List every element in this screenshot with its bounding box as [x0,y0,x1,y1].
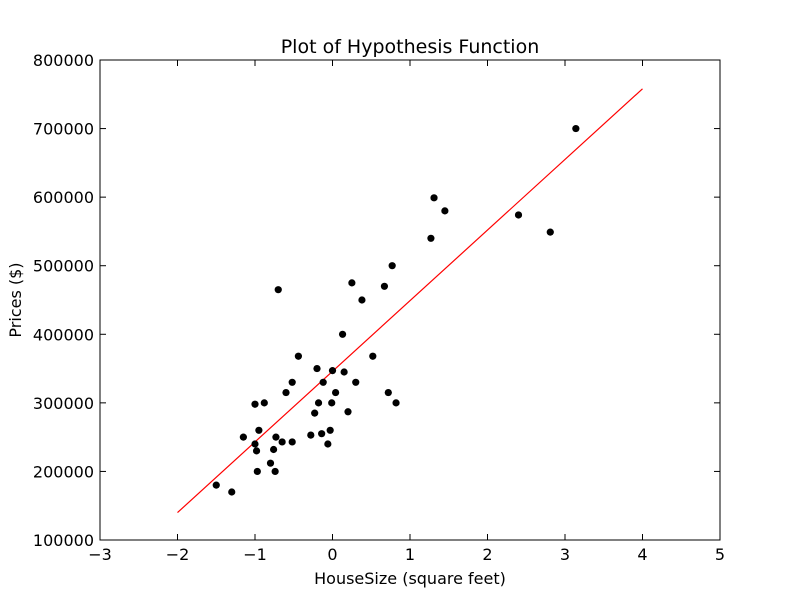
x-tick-label: 3 [560,545,570,564]
plot-area [177,88,643,514]
data-point-2 [239,433,247,441]
data-point-13 [274,286,282,294]
data-point-43 [441,207,449,215]
data-point-24 [319,378,327,386]
data-point-10 [270,445,278,454]
data-point-14 [278,438,286,446]
data-point-19 [307,431,315,439]
data-point-35 [358,296,366,304]
data-point-31 [340,368,348,376]
data-point-37 [380,282,389,290]
y-tick-label: 600000 [33,188,94,207]
data-point-41 [427,234,435,242]
axes-frame [99,59,721,541]
data-point-15 [282,388,290,397]
data-point-42 [430,194,438,202]
data-point-27 [328,399,336,407]
data-point-9 [266,459,275,467]
ticks: −3 −2 −1 0 1 2 3 4 5 100000 200000 300000 400000 5000… [33,51,725,564]
data-point-17 [288,438,296,446]
data-point-34 [352,378,360,386]
data-point-1 [228,488,236,496]
data-point-20 [311,409,319,417]
data-point-6 [253,467,261,476]
data-point-32 [344,408,352,416]
x-tick-label: 4 [637,545,647,564]
x-axis-label: HouseSize (square feet) [314,569,506,588]
data-point-16 [288,378,296,386]
x-tick-label: 1 [405,545,415,564]
x-tick-label: −3 [88,545,112,564]
data-point-0 [212,481,220,489]
data-point-36 [369,352,377,360]
data-point-28 [328,367,337,375]
data-point-5 [252,447,261,455]
data-point-8 [260,399,268,407]
data-point-40 [392,399,400,407]
y-tick-label: 400000 [33,325,94,344]
data-point-46 [572,124,580,133]
data-point-45 [546,228,554,236]
x-tick-label: −2 [166,545,190,564]
data-point-44 [514,211,523,219]
data-point-3 [251,440,259,448]
y-tick-label: 700000 [33,120,94,139]
chart-title: Plot of Hypothesis Function [281,36,540,58]
data-point-30 [338,330,347,338]
data-point-12 [272,433,280,441]
data-point-29 [332,388,340,397]
data-point-39 [388,262,396,270]
data-point-23 [318,430,326,438]
y-tick-label: 100000 [33,531,94,550]
x-tick-label: 0 [327,545,337,564]
data-point-26 [326,426,334,434]
data-point-7 [255,426,263,434]
data-point-11 [271,467,279,476]
data-point-21 [313,364,321,373]
data-point-25 [324,440,332,448]
data-point-33 [348,279,356,287]
data-point-38 [384,388,392,397]
y-tick-label: 500000 [33,257,94,276]
x-tick-label: 2 [482,545,492,564]
data-point-22 [314,399,323,407]
data-point-4 [251,400,259,408]
y-tick-label: 800000 [33,51,94,70]
y-tick-label: 300000 [33,394,94,413]
y-tick-label: 200000 [33,462,94,481]
data-point-18 [294,352,302,360]
x-tick-label: −1 [243,545,267,564]
y-axis-label: Prices ($) [6,262,25,337]
x-tick-label: 5 [715,545,725,564]
